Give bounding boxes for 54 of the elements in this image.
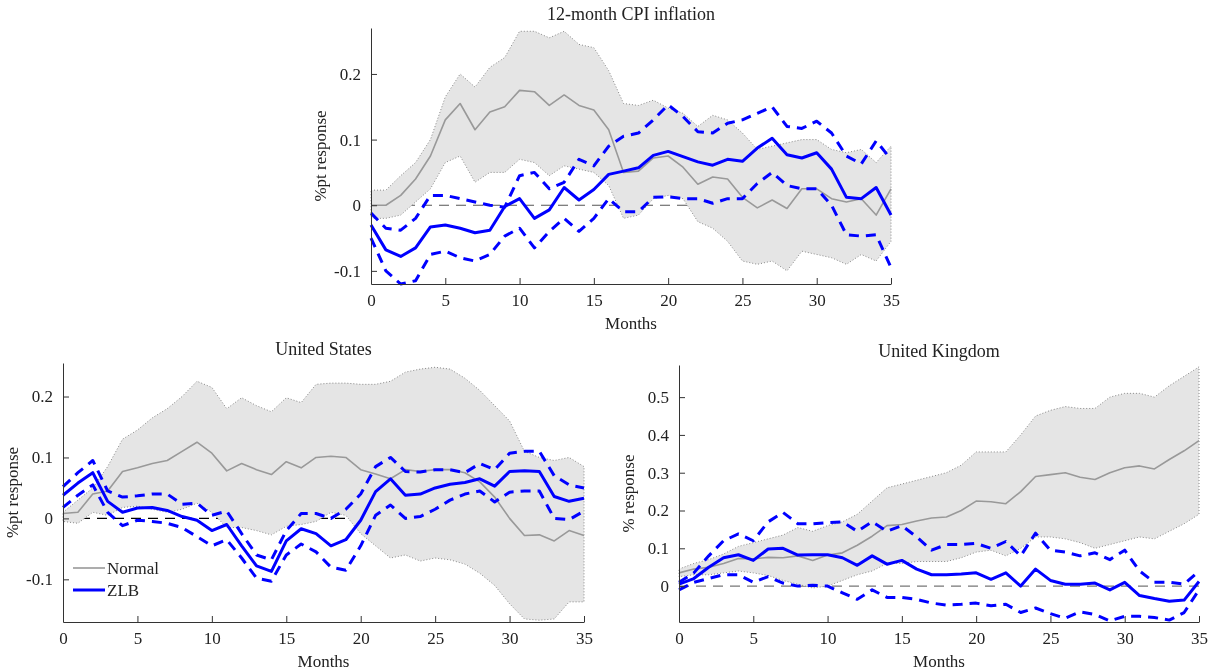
x-tick-label: 35 (576, 629, 593, 649)
y-tick-label: 0.5 (647, 388, 669, 408)
y-tick-label: -0.1 (334, 261, 361, 281)
x-tick-label: 30 (808, 291, 826, 311)
x-tick-label: 0 (367, 291, 376, 311)
line-series (678, 439, 1200, 574)
legend-label: ZLB (107, 581, 140, 600)
y-tick-label: 0.1 (339, 130, 361, 150)
y-tick-label: 0.3 (647, 463, 669, 483)
x-tick-label: 35 (1191, 629, 1208, 649)
chart-title: United States (275, 339, 372, 359)
x-tick-label: 0 (59, 629, 68, 649)
line-series (62, 441, 585, 542)
x-axis-title: Months (913, 652, 965, 670)
y-tick-label: 0.1 (31, 448, 53, 468)
line-series (61, 449, 586, 562)
x-tick-label: 25 (1042, 629, 1060, 649)
y-axis-title: %pt response (311, 110, 330, 202)
x-axis-title: Months (297, 652, 350, 670)
x-tick-label: 20 (968, 629, 986, 649)
x-tick-label: 10 (511, 291, 529, 311)
x-tick-label: 10 (819, 629, 837, 649)
x-tick-label: 35 (883, 291, 900, 311)
chart-title: 12-month CPI inflation (547, 4, 715, 24)
y-tick-label: 0.4 (647, 425, 670, 445)
y-tick-label: -0.1 (26, 570, 53, 590)
y-tick-label: 0.2 (31, 387, 53, 407)
y-tick-label: 0.2 (339, 64, 361, 84)
x-tick-label: 25 (427, 629, 445, 649)
y-axis-title: % response (619, 454, 638, 533)
y-tick-label: 0.2 (647, 501, 669, 521)
legend-label: Normal (107, 559, 160, 578)
x-tick-label: 10 (203, 629, 221, 649)
y-tick-label: 0.1 (647, 539, 669, 559)
x-axis-title: Months (605, 314, 657, 333)
y-axis-title: %pt response (3, 446, 22, 539)
x-tick-label: 30 (501, 629, 519, 649)
x-tick-label: 5 (441, 291, 451, 311)
x-tick-label: 25 (734, 291, 752, 311)
x-tick-label: 15 (893, 629, 911, 649)
line-series (370, 89, 892, 216)
y-tick-label: 0 (44, 509, 53, 529)
x-tick-label: 5 (133, 629, 143, 649)
x-tick-label: 0 (675, 629, 684, 649)
x-tick-label: 15 (278, 629, 296, 649)
x-tick-label: 20 (660, 291, 678, 311)
x-tick-label: 15 (585, 291, 603, 311)
y-tick-label: 0 (352, 196, 361, 216)
chart-title: United Kingdom (878, 341, 1000, 361)
y-tick-label: 0 (660, 577, 669, 597)
x-tick-label: 20 (352, 629, 370, 649)
x-tick-label: 30 (1116, 629, 1134, 649)
line-series (61, 469, 586, 573)
x-tick-label: 5 (749, 629, 759, 649)
